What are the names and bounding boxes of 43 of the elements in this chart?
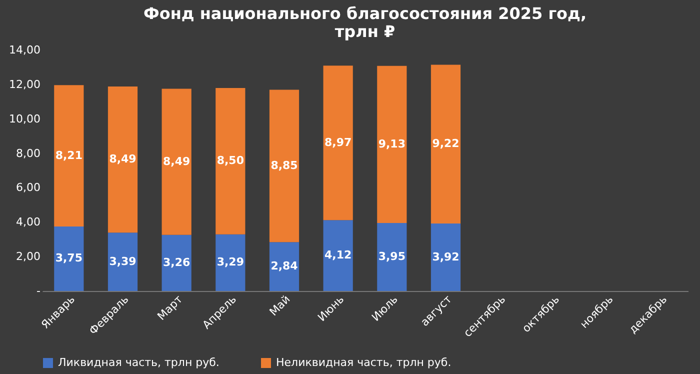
legend-label: Ликвидная часть, трлн руб. (58, 356, 220, 369)
data-label: 3,39 (109, 254, 136, 268)
data-label: 8,21 (55, 148, 82, 162)
bar (216, 234, 246, 291)
bar (54, 85, 84, 226)
bar (108, 232, 138, 291)
data-label: 3,29 (216, 256, 244, 269)
y-tick-label: 4,00 (16, 216, 40, 229)
chart-title: Фонд национального благосостояния 2025 год, трлн ₽ (143, 4, 587, 41)
bar (162, 234, 192, 291)
data-label: 3,95 (378, 250, 406, 263)
bar (108, 86, 138, 233)
y-tick-label: 6,00 (16, 181, 40, 194)
data-label: 9,22 (432, 137, 460, 150)
y-tick-label: - (36, 284, 41, 298)
bar (323, 66, 353, 220)
bar (162, 88, 192, 235)
data-label: 4,12 (324, 248, 352, 262)
data-label: 8,85 (270, 158, 298, 172)
legend-label: Неликвидная часть, трлн руб. (276, 356, 452, 369)
y-tick-label: 14,00 (9, 44, 40, 56)
bar (216, 88, 246, 234)
bar (377, 66, 407, 224)
y-tick-label: 10,00 (9, 112, 40, 126)
bar (377, 223, 407, 291)
data-label: 8,50 (216, 154, 244, 168)
data-label: 3,92 (432, 250, 460, 264)
bar (269, 90, 300, 242)
y-tick-label: 2,00 (16, 250, 40, 264)
bar (54, 226, 84, 291)
data-label: 8,49 (109, 152, 136, 166)
data-label: 9,13 (378, 137, 406, 150)
data-label: 3,75 (55, 252, 82, 265)
bar (323, 220, 353, 291)
data-label: 2,84 (270, 260, 298, 273)
data-label: 8,97 (324, 136, 352, 149)
y-tick-label: 8,00 (16, 146, 40, 160)
data-label: 3,26 (163, 256, 190, 269)
y-tick-label: 12,00 (9, 78, 40, 91)
bar (430, 224, 461, 291)
bar (269, 242, 300, 291)
data-label: 8,49 (163, 154, 190, 168)
bar (430, 64, 461, 224)
